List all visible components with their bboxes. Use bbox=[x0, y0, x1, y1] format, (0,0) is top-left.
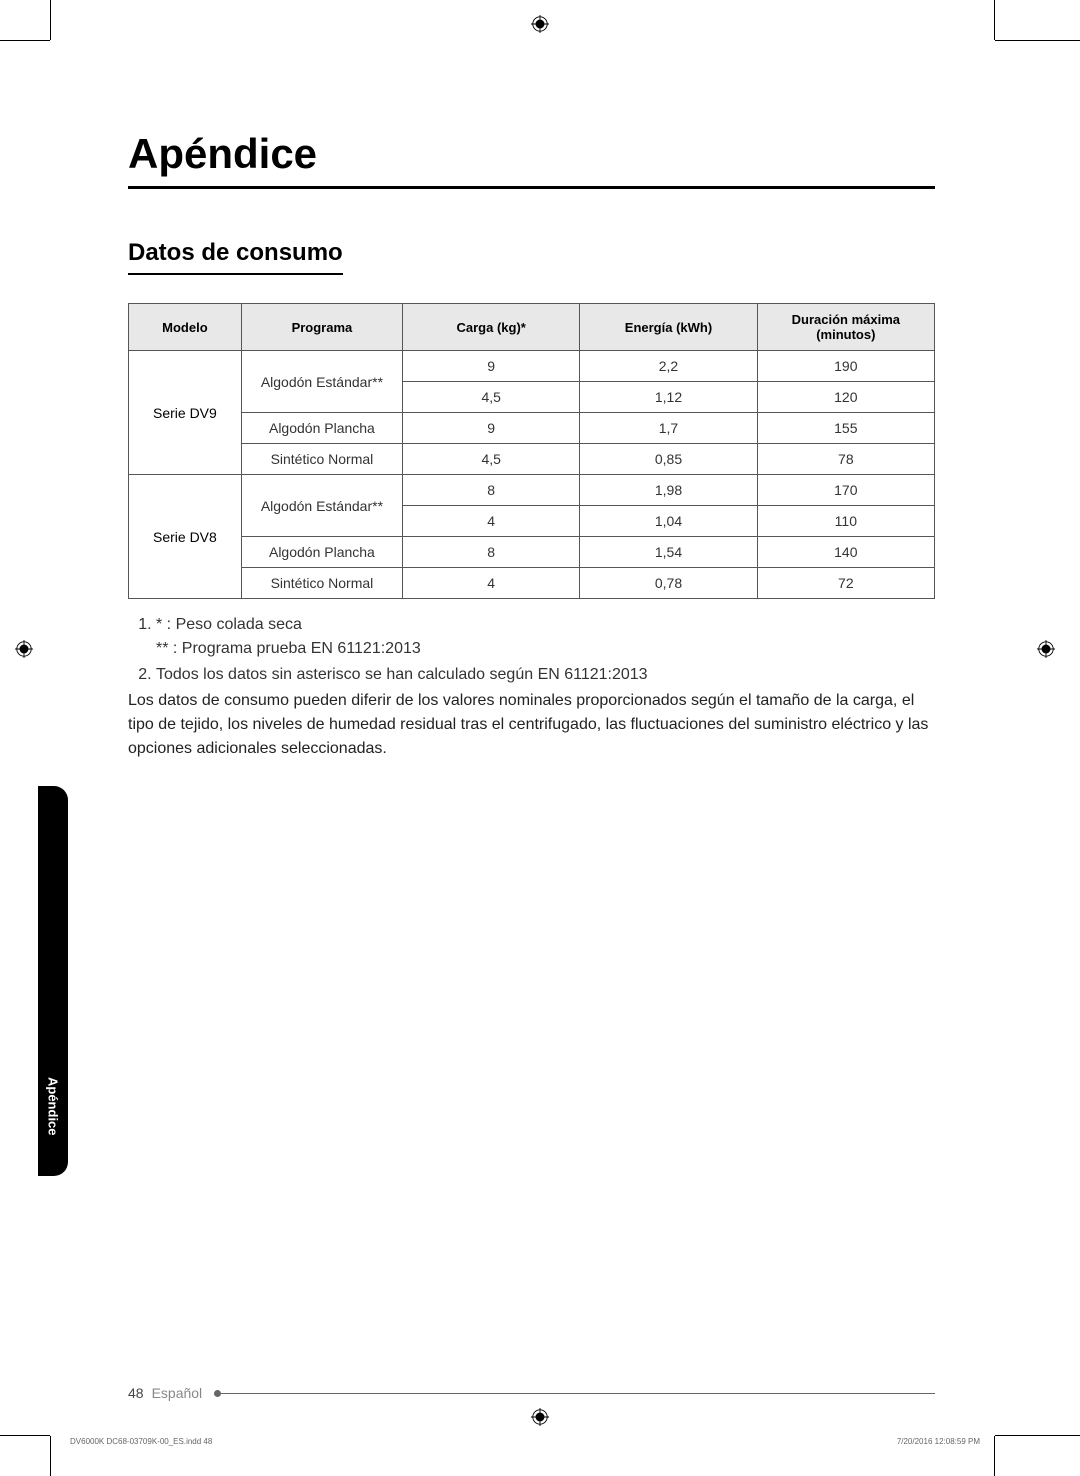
cell-carga: 4,5 bbox=[403, 382, 580, 413]
table-row: Serie DV9Algodón Estándar**92,2190 bbox=[129, 351, 935, 382]
side-tab: Apéndice bbox=[38, 786, 68, 1176]
cell-carga: 4 bbox=[403, 568, 580, 599]
cell-energia: 0,85 bbox=[580, 444, 757, 475]
crop-mark bbox=[50, 0, 51, 40]
registration-mark-icon bbox=[15, 640, 33, 658]
crop-mark bbox=[994, 1436, 995, 1476]
imprint-left: DV6000K DC68-03709K-00_ES.indd 48 bbox=[70, 1437, 212, 1446]
cell-duracion: 140 bbox=[757, 537, 934, 568]
cell-energia: 1,54 bbox=[580, 537, 757, 568]
paragraph: Los datos de consumo pueden diferir de l… bbox=[128, 689, 935, 761]
table-header: Energía (kWh) bbox=[580, 304, 757, 351]
cell-energia: 1,12 bbox=[580, 382, 757, 413]
note-text: ** : Programa prueba EN 61121:2013 bbox=[156, 640, 421, 657]
cell-program: Algodón Plancha bbox=[241, 413, 402, 444]
side-tab-label: Apéndice bbox=[46, 1077, 61, 1136]
footer-language: Español bbox=[152, 1385, 203, 1401]
page-number: 48 bbox=[128, 1385, 144, 1401]
cell-energia: 1,98 bbox=[580, 475, 757, 506]
table-header: Duración máxima (minutos) bbox=[757, 304, 934, 351]
cell-program: Sintético Normal bbox=[241, 444, 402, 475]
crop-mark bbox=[0, 1435, 50, 1436]
cell-model: Serie DV9 bbox=[129, 351, 242, 475]
cell-carga: 8 bbox=[403, 475, 580, 506]
cell-energia: 1,04 bbox=[580, 506, 757, 537]
table-header: Carga (kg)* bbox=[403, 304, 580, 351]
cell-energia: 0,78 bbox=[580, 568, 757, 599]
crop-mark bbox=[0, 40, 50, 41]
cell-program: Algodón Estándar** bbox=[241, 475, 402, 537]
cell-duracion: 170 bbox=[757, 475, 934, 506]
page-content: Apéndice Datos de consumo Modelo Program… bbox=[128, 130, 935, 761]
table-row: Sintético Normal40,7872 bbox=[129, 568, 935, 599]
cell-carga: 8 bbox=[403, 537, 580, 568]
cell-duracion: 110 bbox=[757, 506, 934, 537]
crop-mark bbox=[50, 1436, 51, 1476]
table-header: Modelo bbox=[129, 304, 242, 351]
cell-model: Serie DV8 bbox=[129, 475, 242, 599]
cell-program: Algodón Plancha bbox=[241, 537, 402, 568]
cell-energia: 1,7 bbox=[580, 413, 757, 444]
registration-mark-icon bbox=[531, 15, 549, 33]
table-row: Algodón Plancha81,54140 bbox=[129, 537, 935, 568]
registration-mark-icon bbox=[531, 1408, 549, 1426]
section-title: Datos de consumo bbox=[128, 239, 343, 275]
consumption-table: Modelo Programa Carga (kg)* Energía (kWh… bbox=[128, 303, 935, 599]
table-row: Algodón Plancha91,7155 bbox=[129, 413, 935, 444]
table-row: Serie DV8Algodón Estándar**81,98170 bbox=[129, 475, 935, 506]
notes-list: * : Peso colada seca ** : Programa prueb… bbox=[128, 613, 935, 687]
crop-mark bbox=[994, 0, 995, 40]
page-title: Apéndice bbox=[128, 130, 935, 189]
cell-program: Algodón Estándar** bbox=[241, 351, 402, 413]
cell-carga: 4 bbox=[403, 506, 580, 537]
cell-energia: 2,2 bbox=[580, 351, 757, 382]
table-row: Sintético Normal4,50,8578 bbox=[129, 444, 935, 475]
cell-duracion: 155 bbox=[757, 413, 934, 444]
cell-carga: 4,5 bbox=[403, 444, 580, 475]
cell-carga: 9 bbox=[403, 413, 580, 444]
note-item: * : Peso colada seca ** : Programa prueb… bbox=[156, 613, 935, 661]
note-item: Todos los datos sin asterisco se han cal… bbox=[156, 663, 935, 687]
footer: 48 Español bbox=[128, 1385, 935, 1401]
table-header: Programa bbox=[241, 304, 402, 351]
cell-program: Sintético Normal bbox=[241, 568, 402, 599]
cell-duracion: 120 bbox=[757, 382, 934, 413]
imprint-right: 7/20/2016 12:08:59 PM bbox=[897, 1437, 980, 1446]
crop-mark bbox=[995, 1435, 1080, 1436]
note-text: Todos los datos sin asterisco se han cal… bbox=[156, 666, 648, 683]
cell-carga: 9 bbox=[403, 351, 580, 382]
crop-mark bbox=[995, 40, 1080, 41]
cell-duracion: 78 bbox=[757, 444, 934, 475]
note-text: * : Peso colada seca bbox=[156, 616, 302, 633]
registration-mark-icon bbox=[1037, 640, 1055, 658]
cell-duracion: 190 bbox=[757, 351, 934, 382]
cell-duracion: 72 bbox=[757, 568, 934, 599]
footer-line bbox=[214, 1393, 935, 1394]
